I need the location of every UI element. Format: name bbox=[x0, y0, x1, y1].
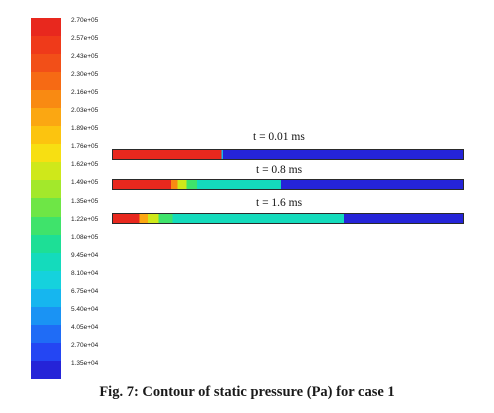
colorbar-tick-label: 2.43e+05 bbox=[71, 53, 99, 61]
colorbar-swatch bbox=[31, 108, 61, 127]
colorbar-tick-label: 1.35e+05 bbox=[71, 197, 99, 205]
colorbar-swatch bbox=[31, 72, 61, 91]
colorbar-tick-label: 1.22e+05 bbox=[71, 215, 99, 223]
colorbar bbox=[31, 18, 61, 379]
colorbar-swatch bbox=[31, 342, 61, 361]
colorbar-swatch bbox=[31, 180, 61, 199]
pipe-contour-bar bbox=[112, 213, 464, 224]
colorbar-tick-label: 1.35e+04 bbox=[71, 359, 99, 367]
colorbar-tick-label: 4.05e+04 bbox=[71, 323, 99, 331]
colorbar-swatch bbox=[31, 54, 61, 73]
colorbar-swatch bbox=[31, 126, 61, 145]
figure-caption: Fig. 7: Contour of static pressure (Pa) … bbox=[99, 384, 395, 400]
colorbar-swatch bbox=[31, 36, 61, 55]
colorbar-tick-label: 8.10e+04 bbox=[71, 269, 99, 277]
colorbar-swatch bbox=[31, 198, 61, 217]
colorbar-swatch bbox=[31, 324, 61, 343]
colorbar-swatch bbox=[31, 18, 61, 37]
colorbar-swatch bbox=[31, 270, 61, 289]
colorbar-tick-label: 2.57e+05 bbox=[71, 35, 99, 43]
time-label: t = 1.6 ms bbox=[256, 197, 303, 209]
colorbar-swatch bbox=[31, 234, 61, 253]
colorbar-tick-label: 1.89e+05 bbox=[71, 125, 99, 133]
colorbar-tick-label: 5.40e+04 bbox=[71, 305, 99, 313]
colorbar-swatch bbox=[31, 144, 61, 163]
colorbar-swatch bbox=[31, 288, 61, 307]
time-label: t = 0.01 ms bbox=[253, 131, 305, 143]
colorbar-swatch bbox=[31, 90, 61, 109]
colorbar-tick-label: 2.16e+05 bbox=[71, 89, 99, 97]
colorbar-tick-label: 1.08e+05 bbox=[71, 233, 99, 241]
colorbar-swatch bbox=[31, 216, 61, 235]
time-label: t = 0.8 ms bbox=[256, 164, 303, 176]
colorbar-tick-label: 2.03e+05 bbox=[71, 107, 99, 115]
colorbar-tick-label: 1.49e+05 bbox=[71, 179, 99, 187]
colorbar-tick-label: 6.75e+04 bbox=[71, 287, 99, 295]
colorbar-tick-label: 1.76e+05 bbox=[71, 143, 99, 151]
colorbar-swatch bbox=[31, 162, 61, 181]
colorbar-tick-label: 2.30e+05 bbox=[71, 71, 99, 79]
colorbar-swatch bbox=[31, 360, 61, 379]
colorbar-tick-label: 1.62e+05 bbox=[71, 161, 99, 169]
colorbar-tick-label: 2.70e+05 bbox=[71, 17, 99, 24]
colorbar-tick-label: 9.45e+04 bbox=[71, 251, 99, 259]
colorbar-tick-label: 2.70e+04 bbox=[71, 341, 99, 349]
colorbar-swatch bbox=[31, 252, 61, 271]
colorbar-swatch bbox=[31, 306, 61, 325]
pipe-contour-bar bbox=[112, 179, 464, 190]
pipe-contour-bar bbox=[112, 149, 464, 160]
